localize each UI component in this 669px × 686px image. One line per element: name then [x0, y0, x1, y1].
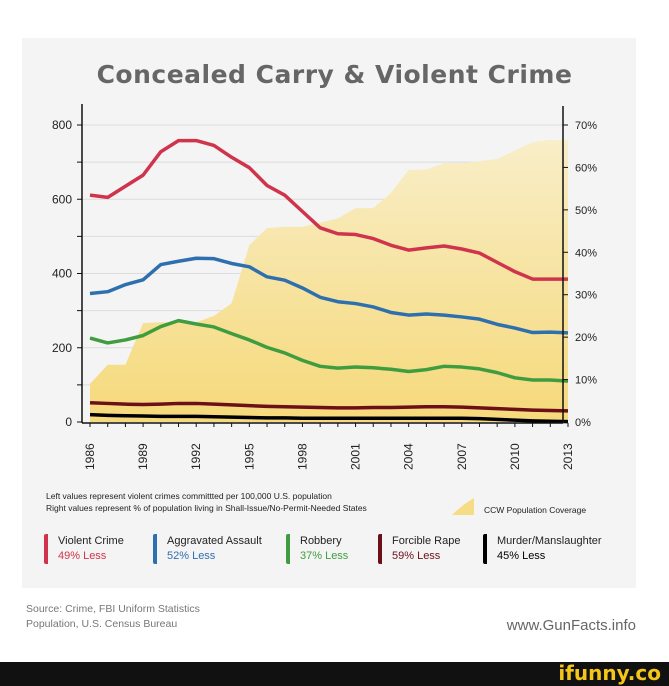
- series-line-forcible-rape: [89, 400, 569, 413]
- legend-change: 52% Less: [167, 550, 216, 562]
- left-tick-label: 200: [52, 341, 72, 355]
- right-tick-label: 60%: [575, 162, 597, 174]
- x-tick-label: 2007: [455, 443, 469, 470]
- source-line-1: Source: Crime, FBI Uniform Statistics: [26, 603, 200, 615]
- note-left-axis: Left values represent violent crimes com…: [46, 491, 332, 501]
- ccw-coverage-area: [90, 139, 568, 422]
- legend-change: 59% Less: [392, 550, 441, 562]
- series-line-murder-manslaughter: [89, 412, 569, 424]
- legend-item: Violent Crime 49% Less: [44, 534, 124, 564]
- x-tick-label: 2013: [561, 443, 575, 470]
- left-tick-label: 0: [65, 415, 72, 429]
- x-tick-label: 1989: [136, 443, 150, 470]
- legend-change: 45% Less: [497, 550, 546, 562]
- right-tick-label: 0%: [575, 417, 591, 429]
- x-tick-label: 1995: [242, 443, 256, 470]
- left-tick-label: 600: [52, 192, 72, 206]
- chart-plot: 0 200 400 600 800 0% 10% 20% 30% 40% 50% 60% 70% 1986…: [52, 104, 597, 470]
- legend-name: Robbery: [300, 535, 342, 547]
- legend-change: 49% Less: [58, 550, 107, 562]
- ifunny-logo: ifunny.co: [558, 661, 661, 685]
- legend-change: 37% Less: [300, 550, 349, 562]
- ccw-legend-label: CCW Population Coverage: [484, 505, 587, 515]
- legend-item: Forcible Rape 59% Less: [378, 534, 460, 564]
- series-line-violent-crime: [89, 138, 568, 281]
- legend-item: Aggravated Assault 52% Less: [153, 534, 262, 564]
- right-tick-label: 30%: [575, 290, 597, 302]
- legend-name: Violent Crime: [58, 535, 124, 547]
- x-tick-label: 1992: [189, 443, 203, 470]
- left-tick-label: 800: [52, 118, 72, 132]
- series-line-robbery: [89, 318, 569, 383]
- left-tick-label: 400: [52, 267, 72, 281]
- x-tick-label: 2001: [349, 443, 363, 470]
- x-tick-label: 2010: [508, 443, 522, 470]
- site-url: www.GunFacts.info: [506, 617, 636, 634]
- legend-name: Murder/Manslaughter: [497, 535, 602, 547]
- series-line-aggravated-assault: [89, 256, 569, 335]
- chart-title: Concealed Carry & Violent Crime: [96, 60, 573, 89]
- source-line-2: Population, U.S. Census Bureau: [26, 618, 178, 630]
- legend-item: Robbery 37% Less: [286, 534, 348, 564]
- x-tick-label: 1998: [295, 443, 309, 470]
- note-right-axis: Right values represent % of population l…: [46, 503, 367, 513]
- x-tick-label: 2004: [402, 443, 416, 470]
- right-tick-label: 50%: [575, 205, 597, 217]
- legend-item: Murder/Manslaughter 45% Less: [483, 534, 602, 564]
- right-tick-label: 10%: [575, 375, 597, 387]
- right-tick-label: 20%: [575, 332, 597, 344]
- right-tick-label: 40%: [575, 247, 597, 259]
- right-tick-label: 70%: [575, 120, 597, 132]
- legend-name: Aggravated Assault: [167, 535, 262, 547]
- x-tick-label: 1986: [83, 443, 97, 470]
- watermark-bar: [0, 662, 669, 686]
- legend-name: Forcible Rape: [392, 535, 461, 547]
